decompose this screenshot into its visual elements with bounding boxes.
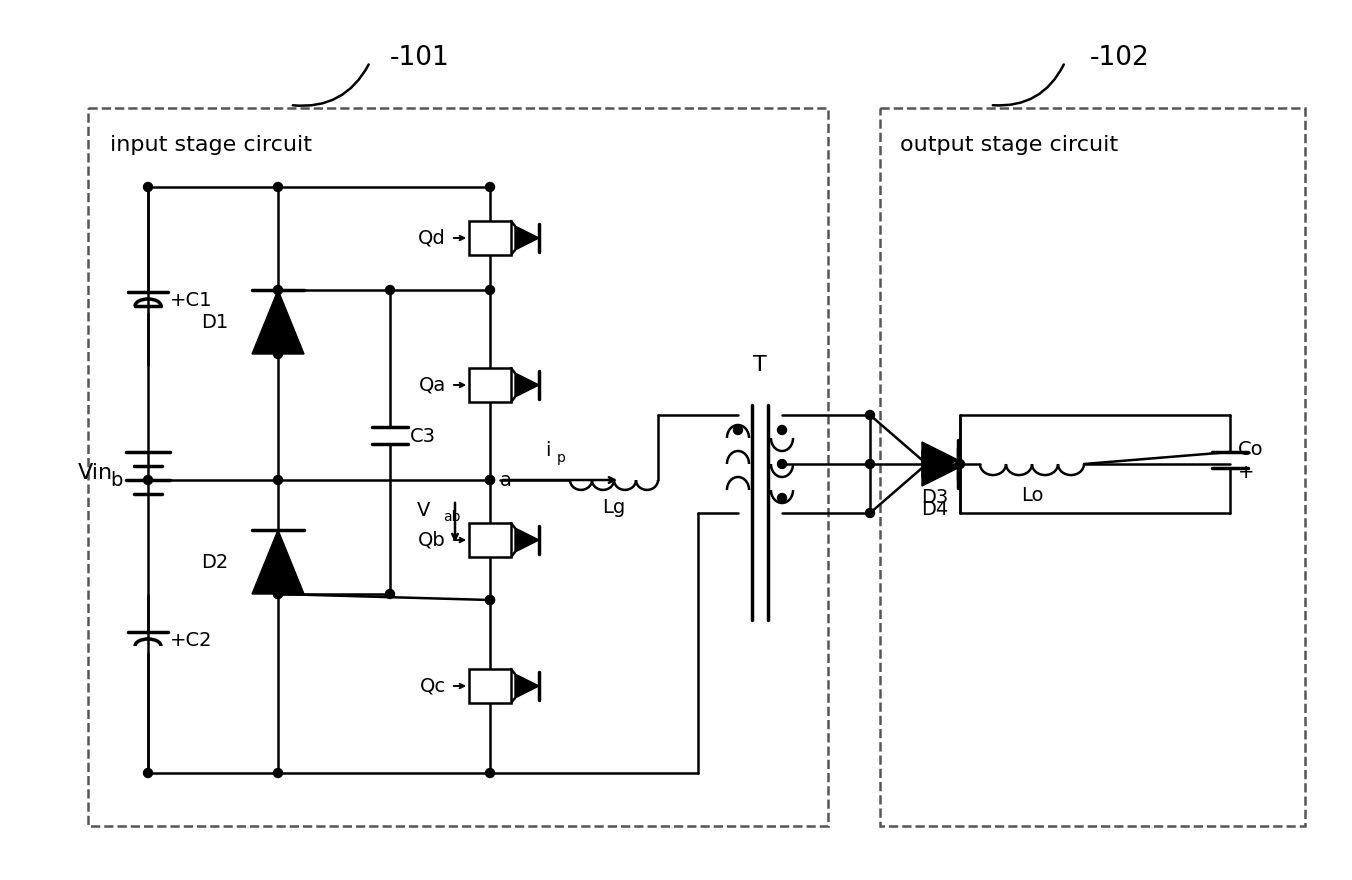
Bar xyxy=(880,108,1305,826)
Text: i: i xyxy=(545,441,550,459)
Text: +C1: +C1 xyxy=(170,290,212,310)
Bar xyxy=(469,669,511,703)
Circle shape xyxy=(485,768,495,778)
Circle shape xyxy=(485,182,495,192)
Circle shape xyxy=(485,475,495,485)
Circle shape xyxy=(273,285,283,295)
Polygon shape xyxy=(922,450,959,486)
Text: -101: -101 xyxy=(389,45,450,71)
Text: V: V xyxy=(416,501,430,519)
Circle shape xyxy=(956,459,964,468)
Circle shape xyxy=(273,349,283,358)
Circle shape xyxy=(385,285,395,295)
Circle shape xyxy=(777,459,787,468)
Circle shape xyxy=(273,590,283,598)
Circle shape xyxy=(143,182,153,192)
Polygon shape xyxy=(515,226,539,250)
Text: Vin: Vin xyxy=(78,463,114,483)
Circle shape xyxy=(865,459,875,468)
Text: a: a xyxy=(500,471,512,489)
Text: D4: D4 xyxy=(921,500,949,519)
Text: Co: Co xyxy=(1238,439,1264,458)
Circle shape xyxy=(865,509,875,517)
Text: +C2: +C2 xyxy=(170,630,212,649)
Bar xyxy=(469,221,511,255)
Circle shape xyxy=(734,426,742,435)
Circle shape xyxy=(385,590,395,598)
Circle shape xyxy=(273,768,283,778)
Text: input stage circuit: input stage circuit xyxy=(110,135,312,155)
Text: p: p xyxy=(557,451,566,465)
Bar xyxy=(469,523,511,557)
Text: D1: D1 xyxy=(200,312,228,332)
Polygon shape xyxy=(515,373,539,397)
Polygon shape xyxy=(515,674,539,698)
Text: Qb: Qb xyxy=(418,531,446,549)
Bar xyxy=(469,368,511,402)
Text: b: b xyxy=(111,471,123,489)
Circle shape xyxy=(777,426,787,435)
Polygon shape xyxy=(251,290,304,354)
Circle shape xyxy=(273,182,283,192)
Text: Qd: Qd xyxy=(418,229,446,247)
Circle shape xyxy=(143,475,153,485)
Bar xyxy=(88,108,827,826)
Circle shape xyxy=(485,475,495,485)
Text: Lg: Lg xyxy=(603,498,626,517)
Text: -102: -102 xyxy=(1090,45,1149,71)
Circle shape xyxy=(485,596,495,605)
Text: D3: D3 xyxy=(921,488,949,507)
Circle shape xyxy=(865,410,875,420)
Text: T: T xyxy=(753,355,767,375)
Circle shape xyxy=(143,768,153,778)
Text: +: + xyxy=(1238,463,1255,481)
Text: ab: ab xyxy=(443,510,461,524)
Polygon shape xyxy=(515,528,539,552)
Text: D2: D2 xyxy=(200,553,228,571)
Circle shape xyxy=(485,596,495,605)
Circle shape xyxy=(485,285,495,295)
Circle shape xyxy=(273,590,283,598)
Text: Qc: Qc xyxy=(420,677,446,695)
Polygon shape xyxy=(922,442,959,478)
Text: Qa: Qa xyxy=(419,376,446,394)
Text: output stage circuit: output stage circuit xyxy=(900,135,1118,155)
Polygon shape xyxy=(251,530,304,594)
Text: C3: C3 xyxy=(410,427,435,445)
Circle shape xyxy=(777,494,787,502)
Text: Lo: Lo xyxy=(1021,486,1044,505)
Circle shape xyxy=(273,475,283,485)
